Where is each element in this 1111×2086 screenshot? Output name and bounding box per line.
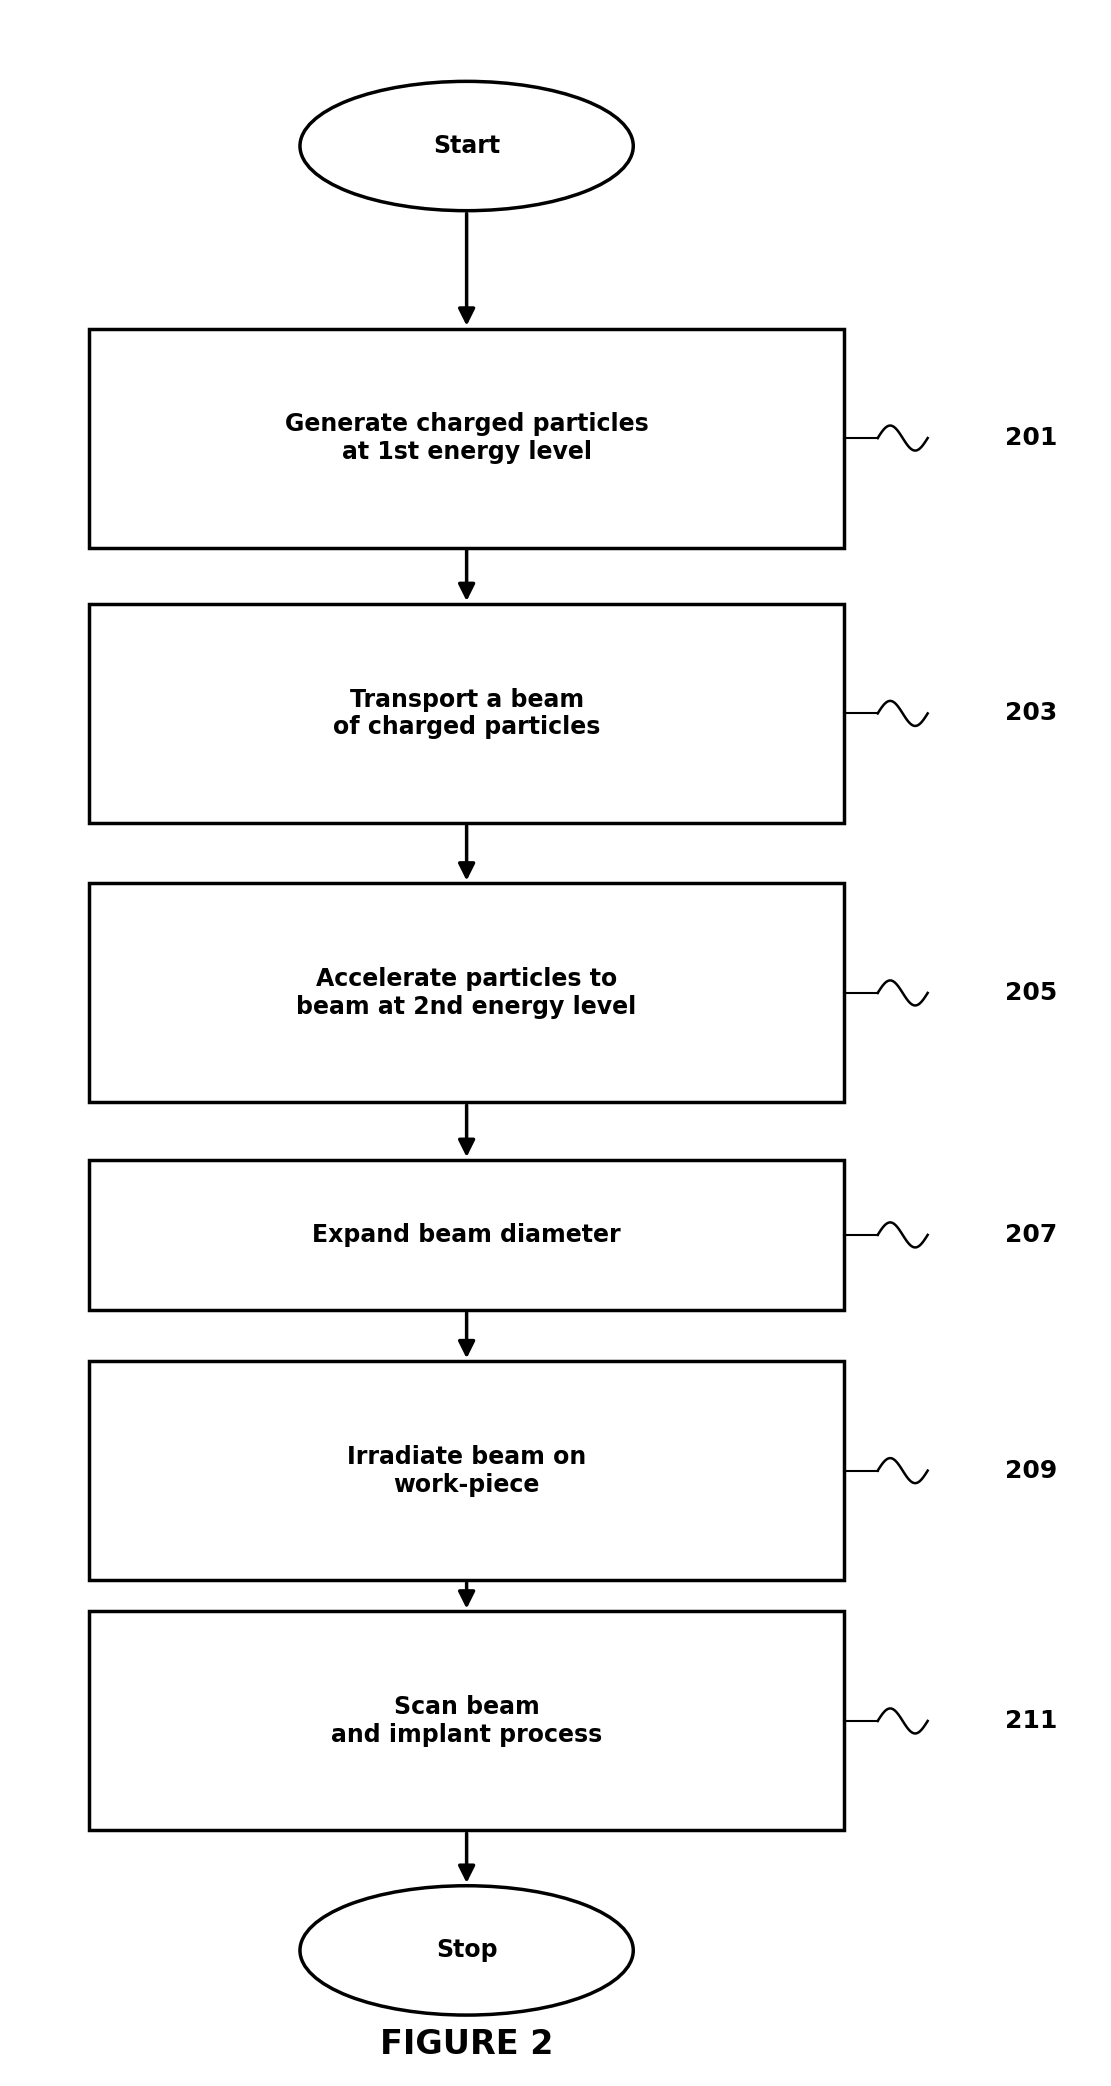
Text: 201: 201	[1005, 426, 1058, 451]
Text: 209: 209	[1005, 1458, 1058, 1483]
Text: Start: Start	[433, 134, 500, 159]
Text: 203: 203	[1005, 701, 1058, 726]
Bar	[89, 328, 844, 547]
Text: Stop: Stop	[436, 1938, 498, 1963]
Bar	[89, 884, 844, 1101]
Ellipse shape	[300, 81, 633, 211]
Text: Irradiate beam on
work-piece: Irradiate beam on work-piece	[347, 1446, 587, 1496]
Text: 211: 211	[1005, 1708, 1058, 1733]
Text: Expand beam diameter: Expand beam diameter	[312, 1222, 621, 1247]
Bar	[89, 1160, 844, 1310]
Text: 205: 205	[1005, 980, 1058, 1005]
Text: 207: 207	[1005, 1222, 1058, 1247]
Text: Scan beam
and implant process: Scan beam and implant process	[331, 1696, 602, 1746]
Text: Accelerate particles to
beam at 2nd energy level: Accelerate particles to beam at 2nd ener…	[297, 968, 637, 1018]
Text: FIGURE 2: FIGURE 2	[380, 2028, 553, 2061]
Bar	[89, 605, 844, 822]
Text: Transport a beam
of charged particles: Transport a beam of charged particles	[333, 688, 600, 738]
Ellipse shape	[300, 1886, 633, 2015]
Text: Generate charged particles
at 1st energy level: Generate charged particles at 1st energy…	[284, 413, 649, 463]
Bar	[89, 1612, 844, 1832]
Bar	[89, 1362, 844, 1581]
